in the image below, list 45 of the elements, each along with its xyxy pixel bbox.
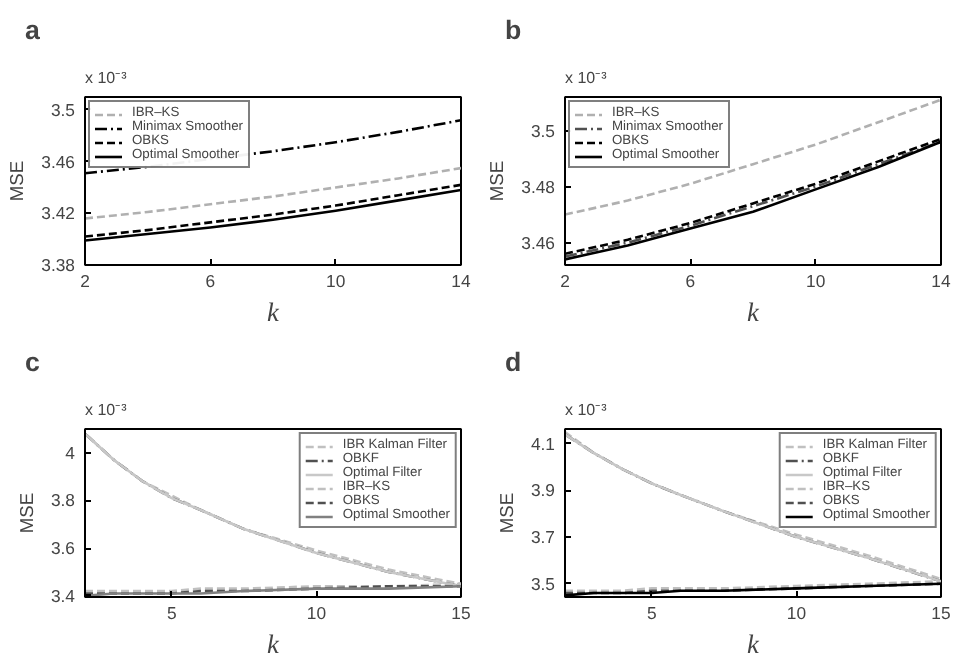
x-tick-label: 2	[560, 271, 571, 291]
x-tick-label: 15	[931, 603, 951, 623]
x-tick-label: 10	[786, 603, 807, 623]
x-axis-title: k	[747, 297, 762, 327]
y-tick-label: 3.38	[41, 255, 76, 275]
chart-title: a	[25, 15, 41, 45]
y-tick-label: 3.5	[530, 120, 556, 141]
y-tick-label: 3.5	[530, 573, 556, 594]
text: x 10⁻³	[85, 69, 128, 87]
x-tick-label: 15	[451, 603, 471, 623]
x-tick-label: 5	[166, 603, 177, 623]
y-tick-label: 3.9	[530, 480, 556, 501]
x-tick-label: 10	[806, 271, 826, 291]
x-tick-label: 2	[80, 271, 91, 291]
text: x 10⁻³	[565, 69, 608, 87]
x-tick-label: 14	[931, 271, 951, 291]
x-tick-label: 10	[306, 603, 327, 623]
y-tick-label: 4.1	[530, 433, 556, 454]
chart-title: d	[505, 347, 522, 377]
chart-title: c	[25, 347, 41, 377]
chart-title: b	[505, 15, 522, 45]
y-tick-label: 3.6	[50, 538, 76, 559]
x-axis-title: k	[267, 629, 282, 659]
y-tick-label: 3.46	[521, 232, 556, 253]
y-tick-label: 3.7	[530, 527, 556, 548]
x-tick-label: 5	[646, 603, 657, 623]
x-tick-label: 6	[685, 271, 696, 291]
y-axis-title: MSE	[16, 492, 37, 534]
y-tick-label: 3.46	[41, 151, 76, 172]
y-tick-label: 4	[65, 442, 76, 463]
y-axis-title: MSE	[496, 492, 517, 534]
y-tick-label: 3.4	[50, 585, 76, 606]
y-tick-label: 3.8	[50, 490, 76, 511]
y-axis-title: MSE	[487, 160, 508, 202]
x-tick-label: 14	[451, 271, 471, 291]
text: x 10⁻³	[565, 401, 608, 419]
y-tick-label: 3.48	[521, 176, 556, 197]
text: x 10⁻³	[85, 401, 128, 419]
x-tick-label: 6	[205, 271, 216, 291]
y-tick-label: 3.5	[50, 99, 76, 120]
x-tick-label: 10	[326, 271, 346, 291]
y-tick-label: 3.42	[41, 203, 76, 224]
x-axis-title: k	[267, 297, 282, 327]
x-axis-title: k	[747, 629, 762, 659]
y-axis-title: MSE	[7, 160, 28, 202]
